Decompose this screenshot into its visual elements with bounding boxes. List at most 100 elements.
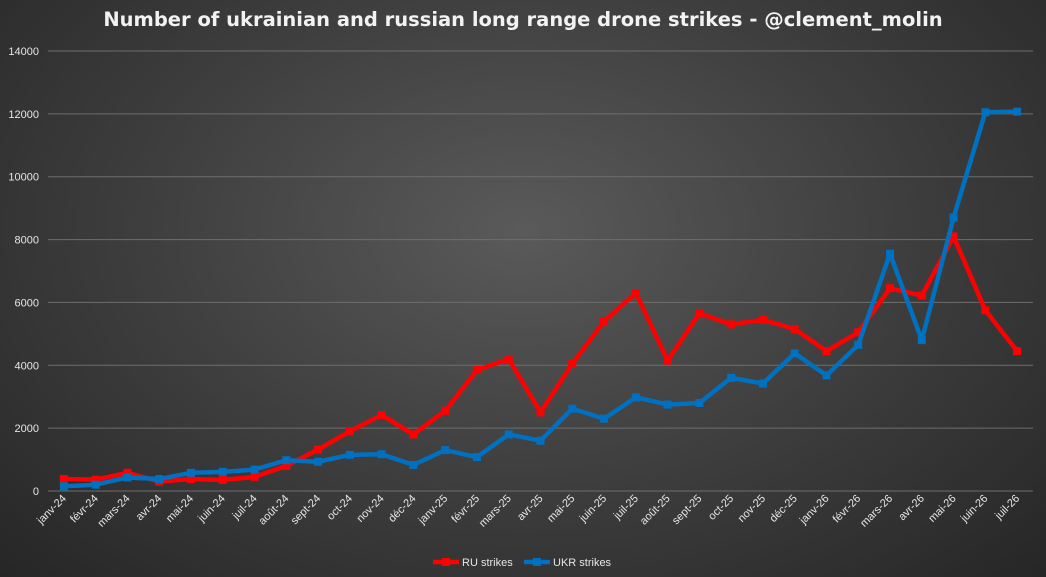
- y-tick-label: 14000: [8, 46, 39, 58]
- data-point: [981, 306, 990, 315]
- data-point: [123, 473, 132, 482]
- legend-marker: [442, 558, 450, 566]
- data-point: [917, 336, 926, 345]
- x-tick-label: avr-26: [896, 493, 927, 524]
- data-point: [282, 461, 291, 470]
- data-point: [727, 373, 736, 382]
- legend: RU strikes UKR strikes: [433, 557, 612, 569]
- data-point: [155, 475, 164, 484]
- data-point: [218, 476, 227, 484]
- data-point: [409, 430, 418, 439]
- data-point: [854, 328, 863, 337]
- x-tick-label: mars-26: [858, 493, 895, 530]
- data-point: [472, 366, 481, 374]
- data-point: [377, 450, 386, 459]
- data-point: [600, 414, 609, 423]
- x-tick-label: avr-25: [515, 493, 546, 524]
- data-point: [949, 232, 958, 241]
- data-point: [377, 410, 386, 419]
- data-point: [441, 406, 450, 415]
- x-tick-label: sept-25: [670, 493, 704, 527]
- data-point: [345, 450, 354, 459]
- data-point: [186, 475, 195, 484]
- legend-item: RU strikes: [433, 557, 513, 569]
- legend-label: RU strikes: [462, 557, 513, 569]
- data-point: [536, 436, 545, 445]
- data-point: [1013, 347, 1022, 356]
- y-tick-label: 10000: [8, 172, 39, 184]
- data-point: [886, 284, 895, 293]
- data-point: [790, 349, 799, 358]
- x-tick-label: oct-25: [706, 493, 736, 523]
- series-ru: [59, 232, 1022, 486]
- x-tick-label: juil-24: [230, 493, 260, 523]
- x-tick-label: sept-24: [289, 493, 323, 527]
- data-point: [568, 404, 577, 413]
- data-point: [631, 289, 640, 297]
- x-tick-label: déc-24: [386, 493, 418, 525]
- data-point: [663, 400, 672, 409]
- data-point: [600, 317, 609, 326]
- y-axis: 0 2000 4000 6000 8000 10000 12000 14000: [8, 46, 39, 498]
- x-tick-label: oct-24: [325, 493, 355, 523]
- data-point: [472, 453, 481, 462]
- data-point: [949, 213, 958, 222]
- y-tick-label: 6000: [15, 297, 39, 309]
- data-point: [250, 472, 259, 481]
- data-point: [631, 393, 640, 402]
- y-tick-label: 8000: [15, 235, 39, 247]
- x-tick-label: juin-24: [195, 493, 228, 526]
- x-tick-label: août-25: [638, 493, 673, 528]
- series-line: [61, 234, 1020, 484]
- data-point: [1013, 107, 1022, 116]
- data-point: [504, 430, 513, 439]
- data-point: [854, 340, 863, 349]
- x-tick-label: déc-25: [768, 493, 800, 525]
- data-point: [758, 315, 767, 324]
- x-tick-label: août-24: [257, 493, 292, 528]
- x-tick-label: juil-25: [611, 493, 641, 523]
- data-point: [91, 475, 100, 484]
- legend-marker: [533, 558, 541, 566]
- x-tick-label: mars-25: [477, 493, 514, 530]
- x-tick-label: avr-24: [134, 493, 165, 524]
- series-group: [59, 107, 1022, 491]
- x-tick-label: juil-26: [992, 493, 1022, 523]
- data-point: [917, 291, 926, 300]
- data-point: [981, 108, 990, 117]
- data-point: [695, 309, 704, 318]
- data-point: [59, 475, 68, 484]
- data-point: [790, 325, 799, 334]
- x-tick-label: nov-24: [354, 493, 386, 525]
- data-point: [345, 427, 354, 436]
- data-point: [91, 480, 100, 489]
- data-point: [59, 482, 68, 491]
- x-tick-label: mai-25: [545, 493, 577, 525]
- gridlines: [48, 50, 1033, 492]
- data-point: [695, 399, 704, 407]
- data-point: [758, 379, 767, 388]
- data-point: [886, 249, 895, 258]
- data-point: [822, 347, 831, 356]
- data-point: [282, 456, 291, 465]
- legend-item: UKR strikes: [524, 557, 612, 569]
- y-tick-label: 0: [33, 486, 39, 498]
- y-tick-label: 4000: [15, 360, 39, 372]
- x-tick-label: mai-24: [164, 493, 196, 525]
- data-point: [727, 320, 736, 329]
- x-tick-label: mai-26: [926, 493, 958, 525]
- data-point: [663, 356, 672, 365]
- data-point: [568, 359, 577, 368]
- x-tick-label: janv-24: [34, 493, 69, 528]
- data-point: [409, 460, 418, 469]
- chart-title: Number of ukrainian and russian long ran…: [103, 8, 942, 31]
- x-tick-label: mars-24: [96, 493, 133, 530]
- series-ukr: [59, 107, 1022, 491]
- x-tick-label: nov-25: [736, 493, 768, 525]
- y-tick-label: 12000: [8, 109, 39, 121]
- x-tick-label: janv-26: [797, 493, 832, 528]
- y-tick-label: 2000: [15, 423, 39, 435]
- data-point: [250, 465, 259, 474]
